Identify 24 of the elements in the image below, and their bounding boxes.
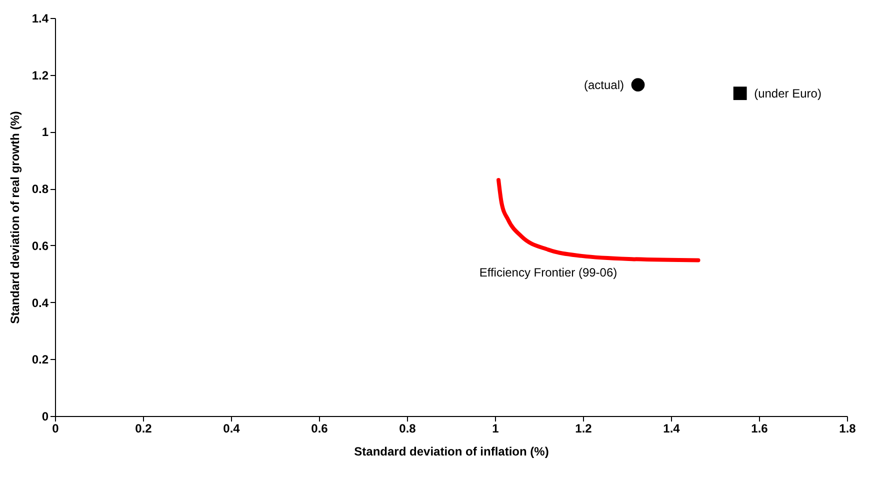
- x-tick-label: 0.6: [311, 422, 328, 436]
- y-tick-label: 0: [42, 410, 49, 424]
- x-tick-label: 0.4: [223, 422, 240, 436]
- y-tick-label: 0.6: [32, 238, 49, 253]
- series-label: (under Euro): [754, 86, 822, 100]
- y-axis-title: Standard deviation of real growth (%): [8, 111, 22, 324]
- x-tick-label: 1: [492, 422, 500, 436]
- x-tick-label: 1.8: [839, 422, 856, 436]
- x-tick-label: 0: [52, 422, 60, 436]
- y-tick-label: 0.2: [32, 352, 49, 367]
- y-tick-label: 0.4: [32, 296, 49, 310]
- x-tick-label: 0.8: [399, 422, 416, 436]
- line-series: [496, 178, 700, 262]
- y-tick-label: 1.2: [32, 68, 49, 82]
- x-tick-label: 1.2: [575, 422, 592, 436]
- x-tick-label: 1.4: [663, 422, 680, 436]
- y-tick-label: 1: [42, 125, 49, 140]
- x-tick-label: 1.6: [751, 422, 768, 436]
- y-tick-label: 1.4: [32, 12, 49, 26]
- series-label: Efficiency Frontier (99-06): [479, 266, 618, 280]
- y-tick-label: 0.8: [32, 182, 49, 196]
- x-axis-title: Standard deviation of inflation (%): [354, 444, 549, 458]
- series-label: (actual): [584, 78, 624, 92]
- x-tick-label: 0.2: [135, 422, 152, 436]
